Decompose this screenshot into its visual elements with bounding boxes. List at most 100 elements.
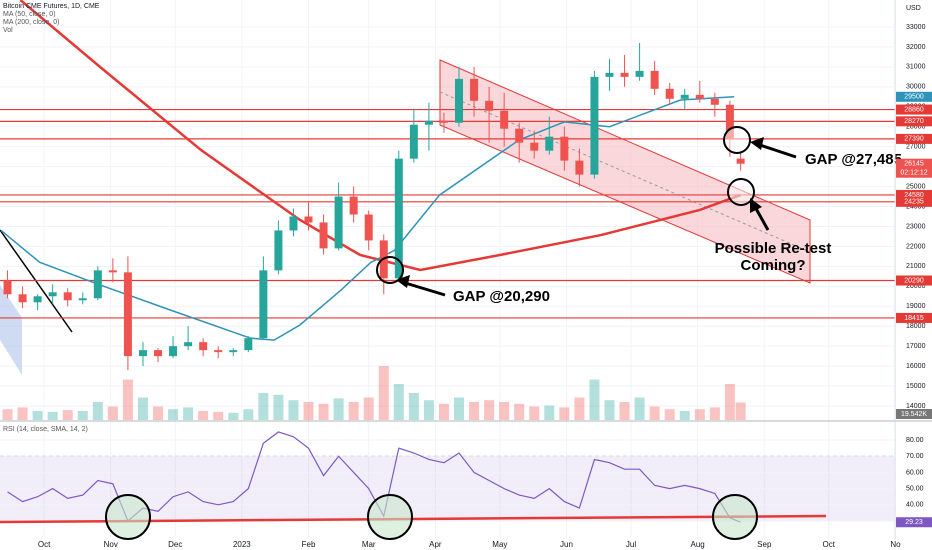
- candle-body: [78, 298, 87, 301]
- ma-tag-bg: [896, 91, 932, 102]
- candle-body: [364, 214, 373, 241]
- volume-bar: [529, 406, 540, 420]
- y-tick-label: 60.00: [906, 469, 924, 476]
- volume-bar: [694, 409, 705, 420]
- y-tick-label: 40.00: [906, 502, 924, 509]
- candle-body: [93, 270, 102, 299]
- volume-bar: [589, 379, 600, 420]
- candle-body: [485, 100, 494, 111]
- x-tick-label: May: [492, 540, 507, 549]
- y-tick-label: 30000: [906, 84, 926, 91]
- candle-body: [470, 78, 479, 101]
- volume-bar: [363, 397, 374, 420]
- candle-body: [575, 160, 584, 175]
- candle-body: [63, 292, 72, 301]
- level-tag: 28270: [904, 118, 924, 125]
- candle-body: [214, 350, 223, 353]
- candle-body: [439, 120, 448, 123]
- volume-bar: [484, 400, 495, 420]
- y-tick-label: 14000: [906, 403, 926, 410]
- price-tag-bg: [896, 158, 932, 169]
- level-tag: 27390: [904, 136, 924, 143]
- volume-bar: [2, 409, 13, 420]
- circle: [105, 494, 151, 540]
- candle-body: [665, 88, 674, 99]
- level-tag-bg: [896, 116, 932, 127]
- candle-body: [545, 136, 554, 151]
- y-tick-label: 80.00: [906, 437, 924, 444]
- candle-body: [229, 350, 238, 353]
- candle-body: [530, 142, 539, 151]
- volume-bar: [619, 402, 630, 420]
- volume-bar: [709, 407, 720, 420]
- annotation: GAP @20,290: [453, 288, 550, 305]
- level-tag-bg: [896, 189, 932, 200]
- y-tick-label: 17000: [906, 343, 926, 350]
- candle-body: [409, 124, 418, 159]
- candle-body: [349, 196, 358, 215]
- volume-bar: [213, 411, 224, 420]
- volume-bar: [735, 402, 746, 420]
- volume-bar: [303, 402, 314, 420]
- y-tick-label: 33000: [906, 24, 926, 31]
- x-tick-label: Nov: [104, 540, 118, 549]
- x-tick-label: Jul: [626, 540, 636, 549]
- ma200-line: [19, 0, 742, 272]
- volume-bar: [438, 403, 449, 420]
- x-tick-label: No: [890, 540, 901, 549]
- level-tag-bg: [896, 312, 932, 323]
- volume-bar: [724, 384, 735, 420]
- volume-bar: [393, 384, 404, 420]
- volume-bar: [679, 411, 690, 420]
- volume-bar: [168, 409, 179, 420]
- candle-body: [18, 294, 27, 303]
- y-tick-label: 25000: [906, 183, 926, 190]
- arrowhead: [750, 137, 764, 150]
- volume-bar: [348, 402, 359, 420]
- volume-bar: [92, 402, 103, 420]
- rsi-tag: 29.23: [905, 519, 923, 526]
- candle-body: [424, 120, 433, 125]
- volume-bar: [333, 398, 344, 420]
- y-tick-label: 19000: [906, 303, 926, 310]
- volume-bar: [378, 366, 389, 420]
- y-tick-label: 27000: [906, 144, 926, 151]
- candle-body: [123, 272, 132, 357]
- y-tick-label: 70.00: [906, 453, 924, 460]
- candle-body: [560, 136, 569, 161]
- legend: RSI (14, close, SMA, 14, 2): [3, 426, 88, 433]
- y-tick-label: 23000: [906, 223, 926, 230]
- candle-body: [394, 158, 403, 279]
- volume-bar: [62, 410, 73, 420]
- y-tick-label: 21000: [906, 263, 926, 270]
- candle-body: [590, 76, 599, 175]
- countdown-tag-bg: [896, 167, 932, 178]
- candle-body: [169, 346, 178, 357]
- level-tag-bg: [896, 196, 932, 207]
- title: Bitcoin CME Futures, 1D, CME: [3, 3, 100, 10]
- candle-body: [500, 110, 509, 129]
- y-tick-label: 16000: [906, 363, 926, 370]
- volume-bar: [17, 407, 28, 420]
- circle: [367, 494, 413, 540]
- volume-bar: [469, 402, 480, 420]
- x-tick-label: Mar: [362, 540, 376, 549]
- candle-body: [319, 222, 328, 249]
- y-tick-label: 24000: [906, 203, 926, 210]
- candle-body: [650, 70, 659, 89]
- volume-bar: [423, 400, 434, 420]
- x-tick-label: Jun: [560, 540, 573, 549]
- candle-body: [274, 230, 283, 271]
- volume-bar: [288, 400, 299, 420]
- volume-bar: [258, 393, 269, 420]
- volume-bar: [228, 412, 239, 420]
- candle-body: [635, 70, 644, 77]
- volume-tag: 19.542K: [901, 411, 927, 418]
- x-tick-label: Oct: [38, 540, 51, 549]
- candle-body: [108, 270, 117, 273]
- volume-bar: [499, 402, 510, 420]
- level-tag: 20290: [904, 277, 924, 284]
- volume-bar: [604, 400, 615, 420]
- level-tag: 24580: [904, 192, 924, 199]
